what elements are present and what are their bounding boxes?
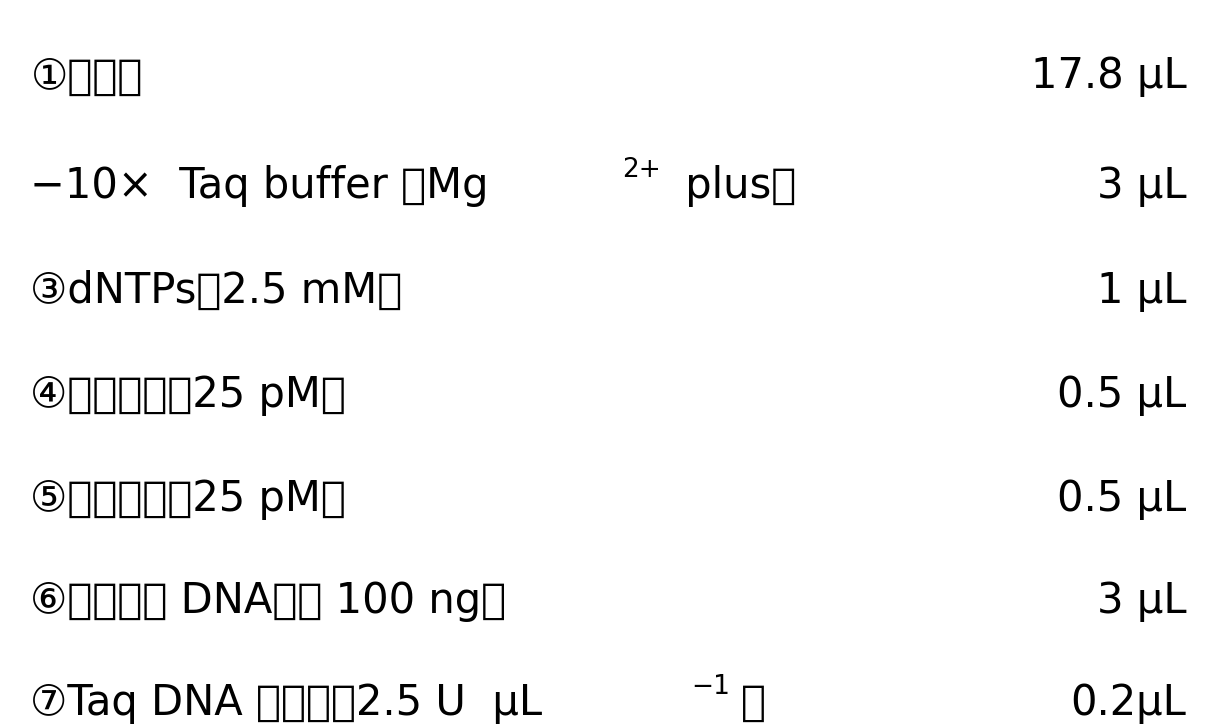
Text: 17.8 μL: 17.8 μL bbox=[1031, 55, 1187, 98]
Text: −1: −1 bbox=[691, 673, 730, 700]
Text: 0.5 μL: 0.5 μL bbox=[1058, 478, 1187, 520]
Text: 0.5 μL: 0.5 μL bbox=[1058, 373, 1187, 416]
Text: ⑤下游引物（25 pM）: ⑤下游引物（25 pM） bbox=[30, 478, 347, 520]
Text: 2+: 2+ bbox=[622, 157, 661, 183]
Text: 0.2μL: 0.2μL bbox=[1071, 681, 1187, 724]
Text: plus）: plus） bbox=[672, 165, 796, 207]
Text: ③dNTPs（2.5 mM）: ③dNTPs（2.5 mM） bbox=[30, 270, 403, 312]
Text: ①超纯水: ①超纯水 bbox=[30, 55, 142, 98]
Text: 1 μL: 1 μL bbox=[1097, 270, 1187, 312]
Text: ④上游引物（25 pM）: ④上游引物（25 pM） bbox=[30, 373, 347, 416]
Text: 3 μL: 3 μL bbox=[1097, 579, 1187, 622]
Text: −10×  Taq buffer （Mg: −10× Taq buffer （Mg bbox=[30, 165, 489, 207]
Text: ⑦Taq DNA 聚合酬（2.5 U  μL: ⑦Taq DNA 聚合酬（2.5 U μL bbox=[30, 681, 543, 724]
Text: 3 μL: 3 μL bbox=[1097, 165, 1187, 207]
Text: ⑥亲本模板 DNA（约 100 ng）: ⑥亲本模板 DNA（约 100 ng） bbox=[30, 579, 506, 622]
Text: ）: ） bbox=[741, 681, 767, 724]
